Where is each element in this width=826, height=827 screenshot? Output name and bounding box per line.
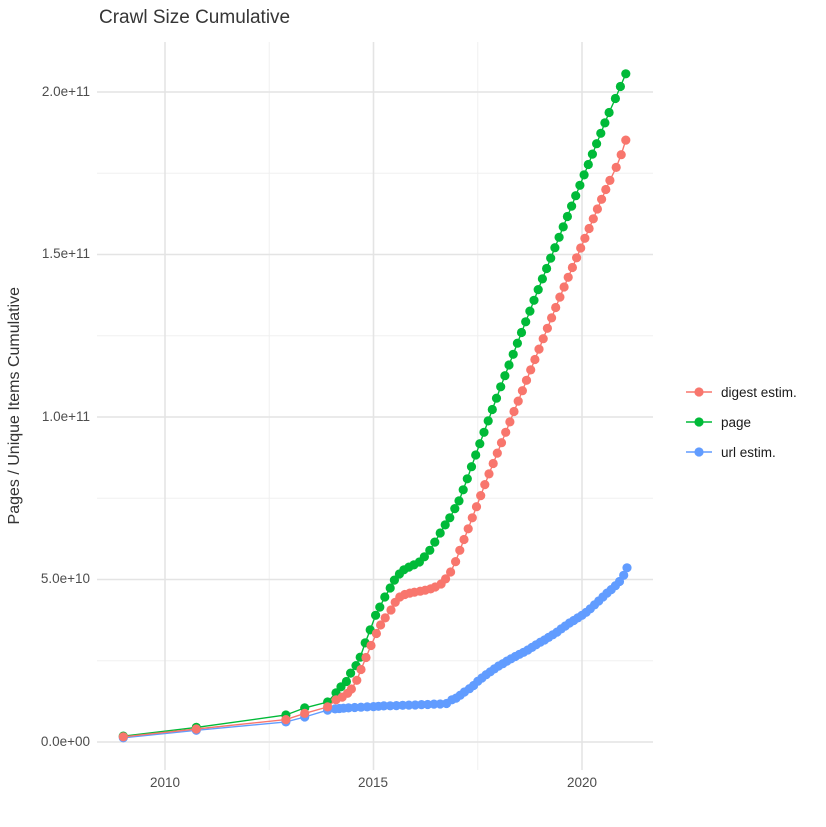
legend-item-url-estim: url estim. — [684, 437, 797, 467]
legend: digest estim. page url estim. — [684, 377, 797, 467]
legend-marker-icon — [686, 387, 712, 397]
chart-title: Crawl Size Cumulative — [99, 7, 291, 28]
x-tick-label: 2010 — [149, 775, 181, 790]
y-tick-label: 1.5e+11 — [41, 246, 90, 261]
grid-minor — [97, 42, 653, 770]
legend-label: digest estim. — [721, 384, 797, 400]
y-tick-label: 0.0e+00 — [40, 734, 90, 749]
legend-marker-icon — [686, 417, 712, 427]
grid-major — [97, 42, 653, 770]
legend-label: page — [721, 414, 752, 430]
y-tick-label: 1.0e+11 — [41, 409, 90, 424]
legend-item-digest-estim: digest estim. — [684, 377, 797, 407]
x-tick-label: 2015 — [357, 775, 389, 790]
y-tick-label: 2.0e+11 — [41, 84, 90, 99]
x-tick-label: 2020 — [566, 775, 598, 790]
legend-item-page: page — [684, 407, 797, 437]
series-url-estim- — [118, 563, 632, 743]
legend-marker-icon — [686, 447, 712, 457]
y-tick-label: 5.0e+10 — [40, 571, 90, 586]
series-digest-estim- — [118, 135, 631, 742]
legend-label: url estim. — [721, 444, 776, 460]
series-page — [118, 69, 631, 741]
